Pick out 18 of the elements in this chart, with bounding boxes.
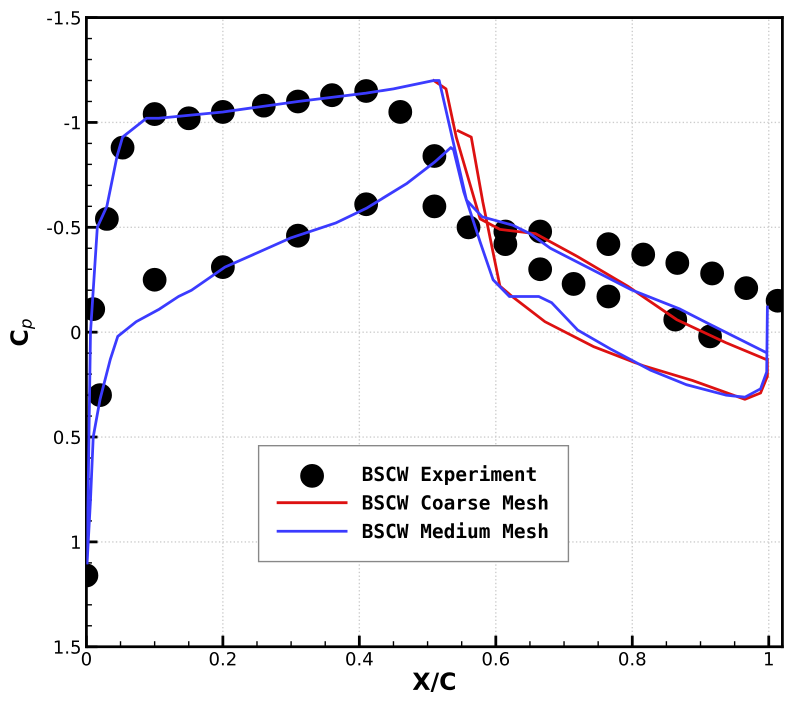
x-tick-label: 0 [82,652,91,666]
y-tick-label: -1 [64,116,80,130]
y-tick-label: 1 [72,536,80,549]
y-tick-label: -1.5 [47,11,80,25]
legend-label: BSCW Medium Mesh [362,522,548,538]
x-tick-label: 0.4 [346,652,373,666]
legend-label: BSCW Coarse Mesh [362,494,548,510]
y-axis-title: C$_{p}$ [10,319,36,346]
legend-label: BSCW Experiment [362,465,536,486]
x-axis-title: X/C [412,672,455,692]
y-tick-label: -0.5 [47,220,80,234]
x-tick-label: 1 [764,652,773,666]
y-tick-label: 0 [71,326,80,340]
y-tick-label: 0.5 [54,430,80,444]
x-tick-label: 0.6 [482,652,510,666]
y-tick-label: 1.5 [54,640,80,654]
x-tick-label: 0.8 [619,652,646,666]
x-tick-label: 0.2 [210,652,236,666]
